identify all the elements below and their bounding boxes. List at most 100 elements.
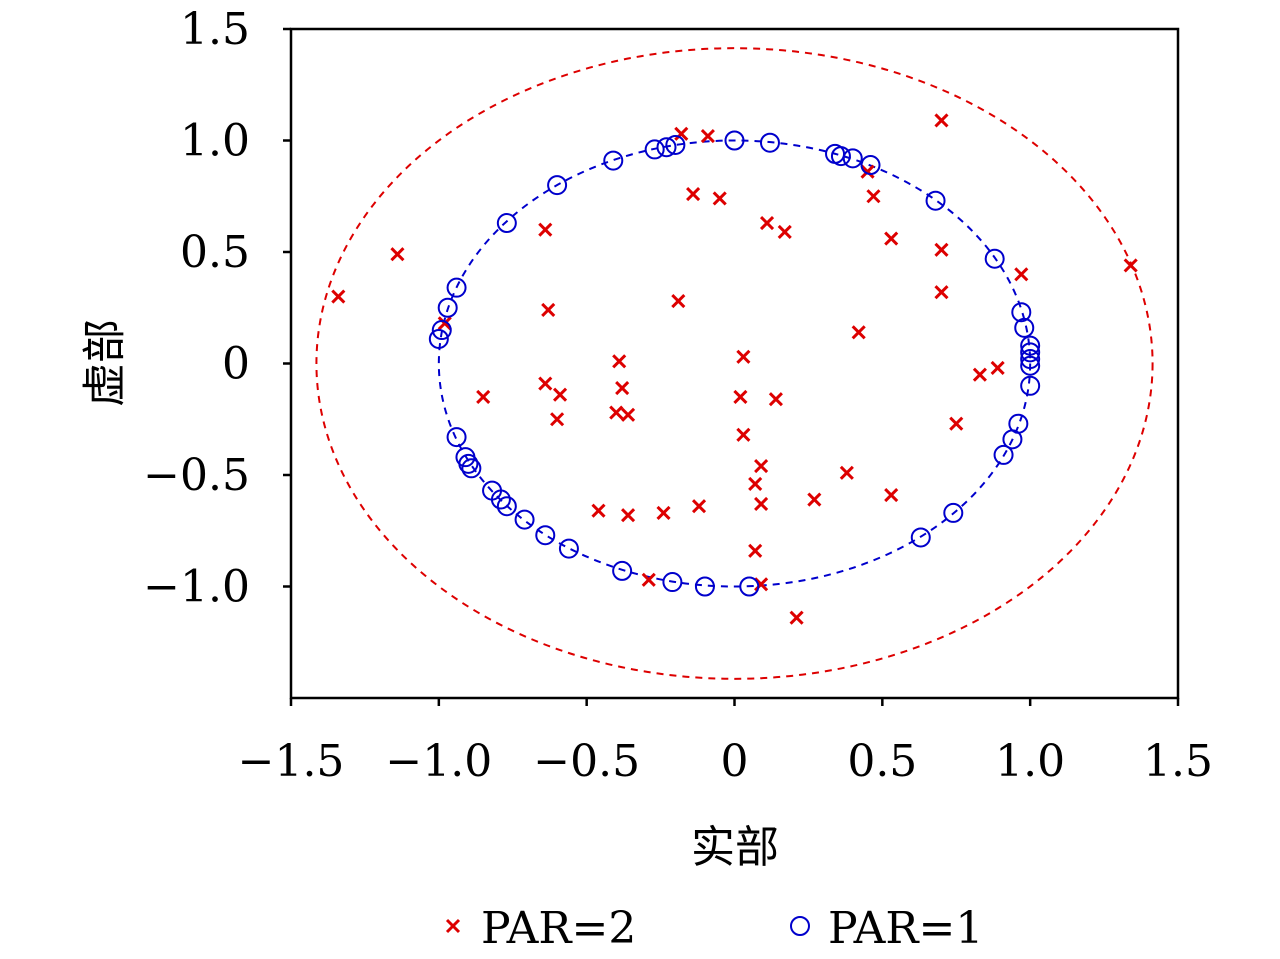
legend-marker — [790, 916, 810, 936]
data-point — [789, 610, 804, 625]
y-tick-label: 0.5 — [180, 227, 250, 278]
y-tick-label: 1.0 — [180, 116, 250, 167]
data-point — [615, 380, 630, 396]
plot-frame — [289, 27, 1180, 700]
data-point — [993, 444, 1014, 465]
data-point — [1011, 302, 1032, 323]
data-point — [949, 416, 964, 431]
data-point — [777, 224, 792, 239]
data-point — [748, 543, 763, 558]
data-point — [736, 427, 751, 442]
x-tick-label: −1.5 — [238, 736, 345, 787]
data-point — [612, 354, 627, 369]
data-point — [331, 289, 346, 304]
data-point — [656, 505, 671, 520]
series-2 — [428, 130, 1041, 597]
data-point — [674, 126, 689, 141]
data-point — [476, 389, 491, 405]
data-point — [446, 277, 467, 298]
reference-circle-0 — [437, 139, 1032, 588]
data-point — [431, 320, 452, 341]
data-point — [458, 453, 479, 474]
data-point — [591, 503, 606, 518]
data-point — [609, 405, 624, 420]
plot-layer — [315, 47, 1154, 680]
data-point — [884, 231, 899, 246]
legend: PAR=2 PAR=1 — [445, 903, 983, 954]
data-point — [1020, 342, 1041, 363]
data-point — [910, 527, 931, 548]
data-point — [1020, 349, 1041, 370]
data-point — [461, 458, 482, 479]
data-point — [700, 128, 715, 144]
data-point — [490, 489, 511, 510]
legend-marker — [445, 918, 461, 934]
data-point — [1014, 317, 1035, 338]
data-point — [538, 222, 553, 237]
data-point — [665, 134, 686, 155]
data-point — [712, 191, 727, 206]
data-point — [984, 248, 1005, 269]
data-point — [620, 407, 636, 422]
data-point — [724, 130, 745, 151]
y-tick-label: −0.5 — [143, 450, 250, 501]
data-point — [925, 190, 946, 211]
reference-circle-1 — [315, 47, 1154, 680]
x-tick-label: −1.0 — [385, 736, 492, 787]
legend-label: PAR=2 — [481, 903, 636, 954]
data-point — [656, 137, 677, 158]
data-point — [842, 148, 863, 169]
data-point — [759, 132, 780, 153]
data-point — [552, 387, 568, 402]
x-axis-ticks: −1.5 −1.0 −0.5 0 0.5 1.0 1.5 — [238, 698, 1213, 787]
y-axis-title: 虚部 — [80, 319, 131, 407]
data-point — [550, 412, 565, 427]
data-point — [860, 164, 875, 179]
y-tick-label: 1.5 — [180, 4, 250, 55]
data-point — [641, 572, 656, 587]
data-point — [514, 509, 535, 530]
data-point — [736, 349, 751, 364]
x-tick-label: −0.5 — [533, 736, 640, 787]
data-point — [446, 427, 467, 448]
data-point — [866, 189, 881, 204]
data-point — [1008, 413, 1029, 434]
x-tick-label: 0 — [721, 736, 749, 787]
legend-item-1: PAR=2 — [445, 903, 636, 954]
data-point — [733, 389, 748, 405]
y-tick-label: −1.0 — [143, 562, 250, 613]
data-point — [1020, 355, 1041, 376]
x-tick-label: 1.0 — [995, 736, 1065, 787]
data-point — [807, 492, 822, 507]
data-point — [1020, 375, 1041, 396]
legend-item-2: PAR=1 — [790, 903, 983, 954]
data-point — [428, 328, 449, 349]
data-point — [768, 392, 783, 407]
data-point — [694, 576, 715, 597]
data-point — [603, 150, 624, 171]
x-axis-title: 实部 — [691, 822, 779, 873]
data-point — [644, 139, 665, 160]
data-point — [754, 459, 769, 474]
data-point — [1020, 335, 1041, 356]
data-point — [1123, 258, 1138, 273]
data-point — [686, 186, 701, 202]
x-tick-label: 1.5 — [1143, 736, 1213, 787]
data-point — [754, 496, 769, 512]
x-tick-label: 0.5 — [847, 736, 917, 787]
data-point — [662, 572, 683, 593]
data-point — [541, 302, 556, 318]
data-point — [990, 360, 1005, 376]
data-point — [884, 488, 899, 503]
data-point — [547, 175, 568, 196]
data-point — [496, 496, 517, 517]
data-point — [839, 465, 854, 480]
y-axis-ticks: 1.5 1.0 0.5 0 −0.5 −1.0 — [143, 4, 291, 613]
data-point — [739, 576, 760, 597]
data-point — [538, 376, 553, 391]
data-point — [437, 297, 458, 318]
data-point — [671, 293, 686, 309]
data-point — [1014, 267, 1029, 282]
data-point — [934, 113, 949, 128]
data-point — [851, 325, 866, 340]
